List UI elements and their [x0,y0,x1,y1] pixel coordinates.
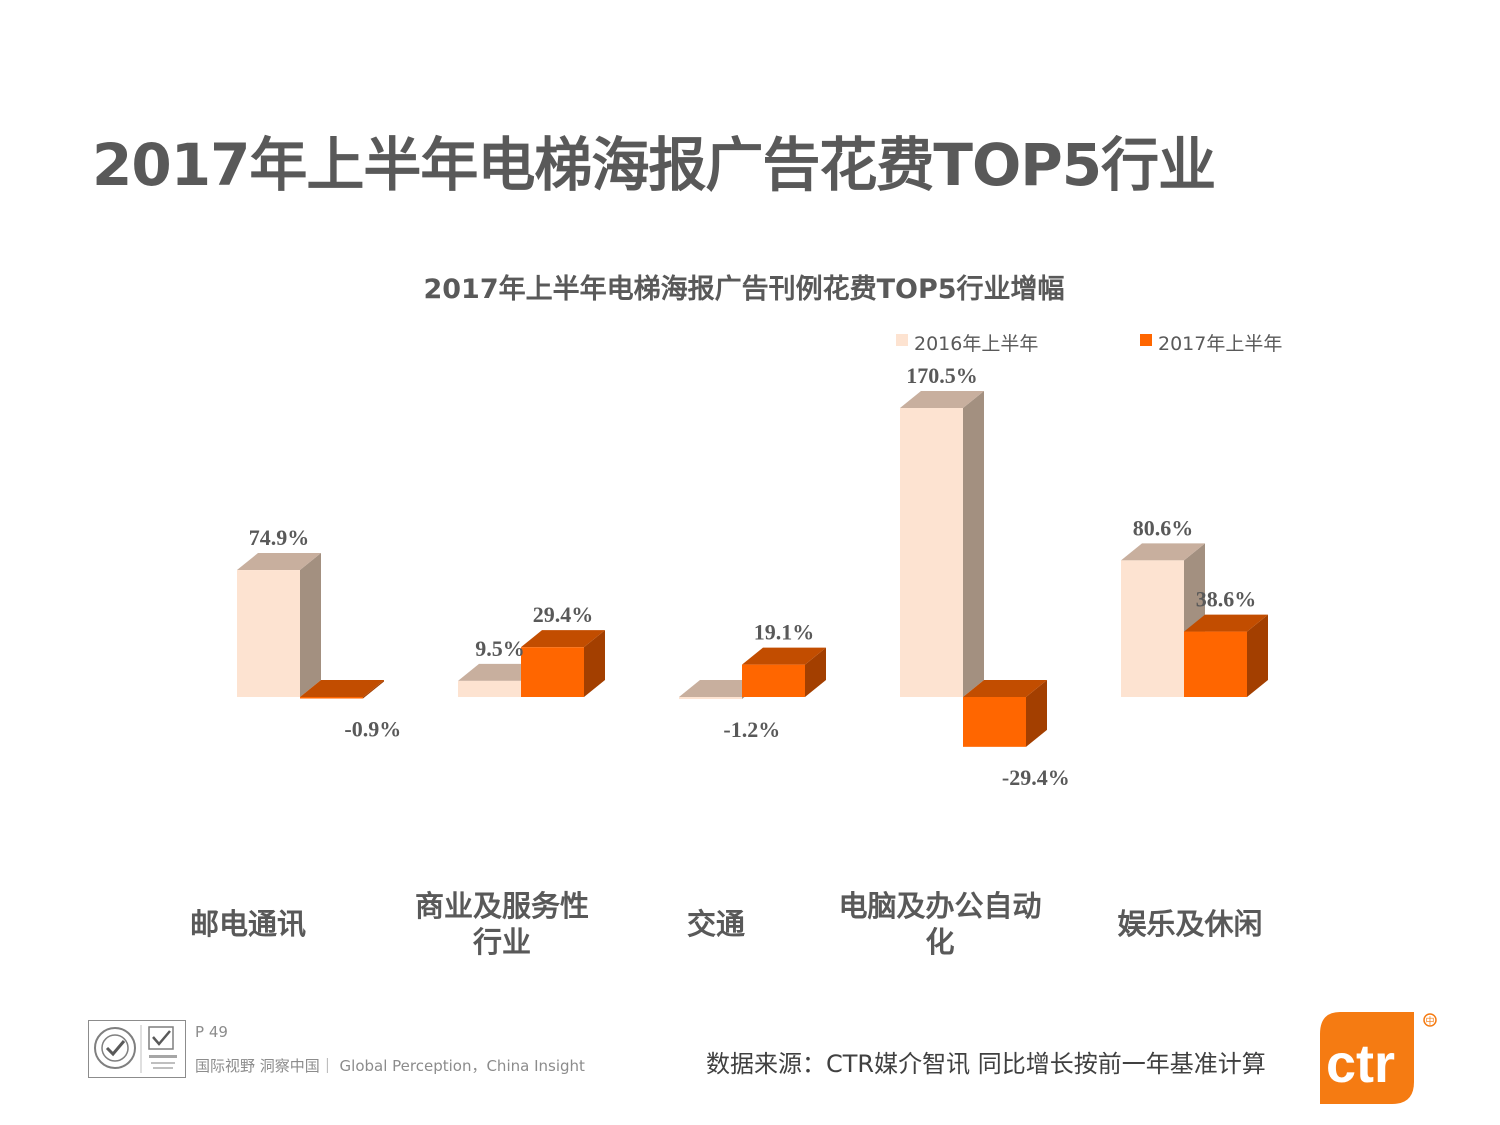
value-label-0-2: -1.2% [723,717,780,742]
category-label-3: 电脑及办公自动化 [838,889,1041,959]
bar-0-0 [237,553,321,697]
page-number: P 49 [195,1023,228,1041]
bar-0-3 [900,391,984,697]
chart-title: 2017年上半年电梯海报广告刊例花费TOP5行业增幅 [423,273,1064,305]
bar-1-1 [521,630,605,697]
sgs-certification-icon [94,1027,136,1069]
data-source-note: 数据来源：CTR媒介智讯 同比增长按前一年基准计算 [706,1050,1266,1078]
bar-1-0 [300,680,384,699]
chart-legend: 2016年上半年 2017年上半年 [896,333,1282,355]
bar-chart: 2017年上半年电梯海报广告刊例花费TOP5行业增幅 2016年上半年 2017年… [190,273,1282,959]
category-label-0: 邮电通讯 [190,907,306,941]
legend-label-0: 2016年上半年 [914,333,1038,355]
legend-swatch-1 [1140,334,1152,346]
bar-1-4 [1184,614,1268,697]
page-title: 2017年上半年电梯海报广告花费TOP5行业 [92,131,1216,199]
value-label-0-0: 74.9% [249,525,310,550]
ctr-logo-text: ctr [1326,1034,1395,1094]
value-label-1-2: 19.1% [754,620,815,645]
chart-category-labels: 邮电通讯 商业及服务性行业 交通 电脑及办公自动化 娱乐及休闲 [190,889,1263,959]
value-label-0-1: 9.5% [475,636,525,661]
category-label-2: 交通 [687,907,745,941]
chart-value-labels: 74.9% -0.9% 9.5% 29.4% -1.2% 19.1% 170.5% -29.4… [249,363,1257,790]
category-label-4: 娱乐及休闲 [1117,907,1262,941]
value-label-1-0: -0.9% [344,717,401,742]
bar-1-3 [963,680,1047,747]
chart-bars [237,391,1268,747]
ctr-logo: ctr 中 [1318,1010,1438,1106]
legend-swatch-0 [896,334,908,346]
value-label-0-4: 80.6% [1133,515,1194,540]
value-label-1-3: -29.4% [1002,765,1070,790]
legend-label-1: 2017年上半年 [1158,333,1282,355]
value-label-1-1: 29.4% [533,602,594,627]
footer-tagline: 国际视野 洞察中国｜ Global Perception，China Insig… [195,1057,585,1075]
ctr-logo-badge: 中 [1425,1015,1434,1027]
value-label-0-3: 170.5% [906,363,978,388]
bar-1-2 [742,647,826,697]
category-label-1: 商业及服务性行业 [415,889,589,959]
certification-logos [88,1020,186,1078]
ukas-certification-icon [148,1026,177,1069]
value-label-1-4: 38.6% [1196,587,1257,612]
